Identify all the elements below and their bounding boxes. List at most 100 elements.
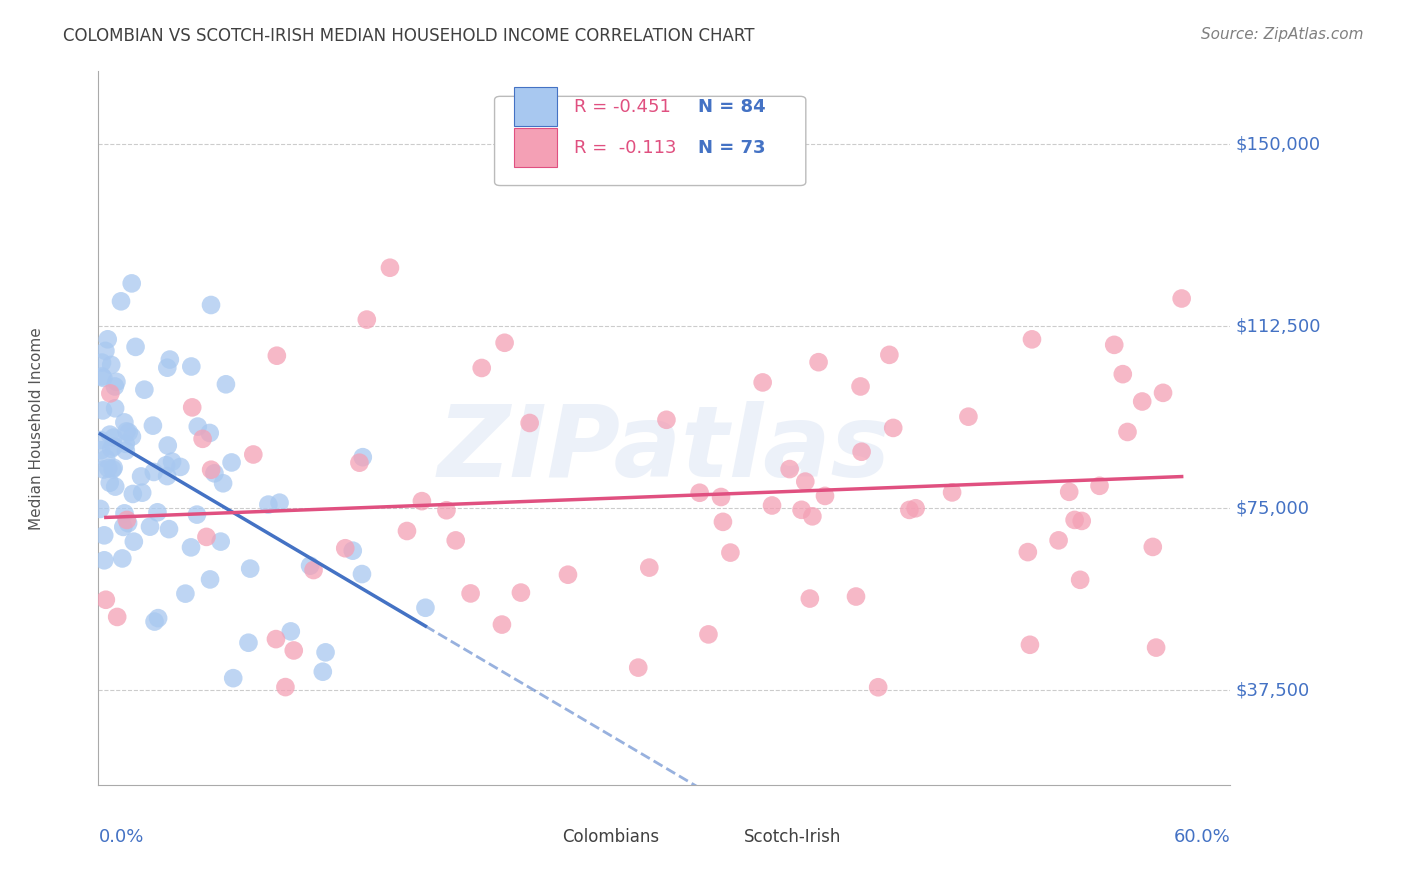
Point [1070, 514, 1092, 528]
Point [156, 438, 179, 452]
Point [941, 485, 963, 500]
Point [356, 312, 378, 326]
Point [94, 343, 117, 358]
Point [814, 489, 837, 503]
Point [146, 505, 169, 519]
Point [198, 425, 221, 440]
Point [96, 451, 118, 466]
Point [1116, 425, 1139, 439]
Text: Median Household Income: Median Household Income [28, 326, 44, 530]
Point [181, 401, 204, 415]
Text: R = -0.451: R = -0.451 [574, 98, 671, 116]
Point [221, 455, 243, 469]
Point [174, 587, 197, 601]
Point [112, 520, 135, 534]
Point [159, 352, 181, 367]
Point [751, 376, 773, 390]
Point [89, 433, 111, 447]
Point [851, 444, 873, 458]
Point [299, 558, 322, 573]
Point [200, 298, 222, 312]
Point [794, 475, 817, 489]
Point [761, 499, 783, 513]
FancyBboxPatch shape [495, 96, 806, 186]
Point [280, 624, 302, 639]
Point [94, 592, 117, 607]
Point [98, 386, 121, 401]
Point [342, 543, 364, 558]
Point [1130, 394, 1153, 409]
Point [807, 355, 830, 369]
Point [212, 476, 235, 491]
FancyBboxPatch shape [517, 827, 551, 847]
Point [1170, 292, 1192, 306]
Point [471, 361, 494, 376]
Text: R =  -0.113: R = -0.113 [574, 139, 676, 157]
Point [101, 462, 124, 476]
Point [269, 496, 291, 510]
Point [169, 459, 191, 474]
Point [1102, 338, 1125, 352]
Point [114, 443, 136, 458]
Point [627, 660, 650, 674]
Point [491, 617, 513, 632]
Point [142, 418, 165, 433]
Point [103, 431, 125, 445]
Point [121, 277, 143, 291]
Text: COLOMBIAN VS SCOTCH-IRISH MEDIAN HOUSEHOLD INCOME CORRELATION CHART: COLOMBIAN VS SCOTCH-IRISH MEDIAN HOUSEHO… [63, 27, 755, 45]
Point [222, 671, 245, 685]
Text: 60.0%: 60.0% [1174, 828, 1230, 846]
Point [97, 332, 120, 346]
Point [90, 443, 112, 458]
Point [378, 260, 401, 275]
Point [898, 503, 921, 517]
Point [1019, 638, 1042, 652]
Point [122, 534, 145, 549]
Point [415, 600, 437, 615]
Point [697, 627, 720, 641]
Text: 0.0%: 0.0% [98, 828, 143, 846]
Point [1017, 545, 1039, 559]
Point [411, 494, 433, 508]
Point [93, 462, 115, 476]
Point [93, 553, 115, 567]
Point [1142, 540, 1164, 554]
Point [121, 487, 143, 501]
Point [97, 461, 120, 475]
Point [111, 551, 134, 566]
Point [93, 528, 115, 542]
Point [115, 425, 138, 439]
Point [1088, 479, 1111, 493]
Point [264, 632, 287, 646]
Point [104, 401, 127, 416]
Point [349, 456, 371, 470]
Point [118, 425, 141, 440]
Point [104, 480, 127, 494]
Point [98, 475, 121, 490]
Point [238, 636, 260, 650]
Point [315, 645, 337, 659]
Point [195, 530, 218, 544]
Point [1069, 573, 1091, 587]
Point [882, 421, 904, 435]
Point [1047, 533, 1070, 548]
Point [904, 501, 927, 516]
Point [143, 615, 166, 629]
Point [655, 413, 678, 427]
Point [180, 359, 202, 374]
Point [274, 680, 297, 694]
Point [100, 358, 122, 372]
Point [395, 524, 418, 538]
Text: Scotch-Irish: Scotch-Irish [744, 828, 841, 846]
Point [204, 467, 226, 481]
Text: Colombians: Colombians [562, 828, 659, 846]
Point [180, 541, 202, 555]
Point [350, 567, 373, 582]
Point [187, 419, 209, 434]
Point [89, 502, 111, 516]
Point [103, 440, 125, 454]
Point [209, 534, 232, 549]
Point [117, 516, 139, 531]
Point [100, 442, 122, 456]
Point [1112, 367, 1135, 381]
